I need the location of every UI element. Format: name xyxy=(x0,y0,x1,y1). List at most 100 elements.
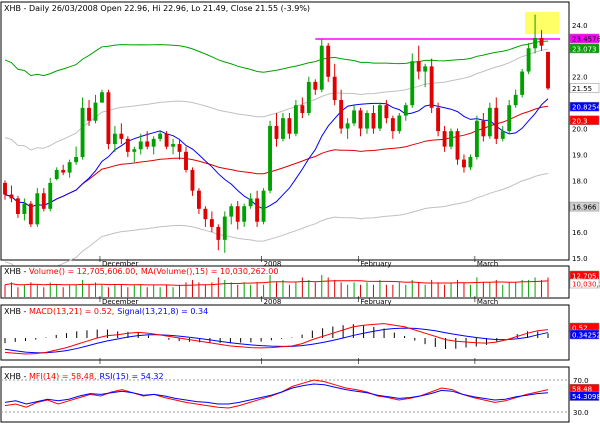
candle-body xyxy=(119,133,124,139)
candle-body xyxy=(171,144,176,147)
price-tag: 21.55 xyxy=(572,85,592,93)
mfi-layer xyxy=(1,379,569,413)
candle-body xyxy=(125,138,130,152)
candle-body xyxy=(390,118,395,132)
price-tag-box xyxy=(569,201,600,212)
candle-body xyxy=(242,206,247,222)
candle-body xyxy=(520,71,525,95)
candle-body xyxy=(358,110,363,129)
macd-layer xyxy=(4,323,549,355)
candle-body xyxy=(403,105,408,116)
candle-body xyxy=(255,198,260,222)
volume-title: XHB - Volume() = 12,705,606.00, MA(Volume… xyxy=(4,267,278,276)
candle-body xyxy=(100,92,104,103)
price-tag-box xyxy=(569,43,600,54)
candle-body xyxy=(371,112,376,129)
candle-body xyxy=(293,105,298,134)
mfi-tag: 54.3098 xyxy=(572,393,600,401)
x-axis-label: 2008 xyxy=(264,298,282,306)
candle-body xyxy=(500,131,505,139)
price-axis-label: 18.0 xyxy=(572,177,588,185)
candle-body xyxy=(300,105,305,113)
candle-body xyxy=(54,169,59,180)
price-axis-label: 16.0 xyxy=(572,229,588,237)
mfi-axis-label: 70.0 xyxy=(573,377,589,385)
macd-title: XHB - MACD(13,21) = 0.52, Signal(13,21,8)… xyxy=(4,307,208,316)
price-tag: 16.966 xyxy=(572,204,597,212)
candle-body xyxy=(151,138,156,147)
price-tag-box xyxy=(569,101,600,112)
x-axis-label: December xyxy=(102,260,138,268)
price-layer xyxy=(3,14,560,275)
candle-body xyxy=(384,105,389,119)
candle-body xyxy=(539,37,544,46)
x-axis-label: March xyxy=(477,298,498,306)
candle-body xyxy=(481,120,486,137)
macd-tag: 0.52 xyxy=(572,325,588,333)
macd-signal-line xyxy=(4,327,549,354)
candle-body xyxy=(61,169,66,173)
candle-body xyxy=(487,107,492,137)
candle-body xyxy=(365,112,369,129)
candle-body xyxy=(287,118,292,134)
candle-body xyxy=(494,107,499,139)
candle-body xyxy=(106,92,111,145)
candle-body xyxy=(3,182,7,195)
price-tag: 20.3 xyxy=(572,117,588,125)
candle-body xyxy=(9,194,14,199)
volume-panel xyxy=(0,265,570,299)
price-axis: 24.0 22.0 20.0 19.0 18.0 16.0 15.0 xyxy=(572,22,588,263)
macd-tags: 0.520.342525 xyxy=(569,322,600,340)
macd-line xyxy=(4,323,549,355)
candle-body xyxy=(261,190,266,222)
candle-body xyxy=(436,107,441,132)
price-tag: 23.4576 xyxy=(572,35,600,43)
candle-body xyxy=(196,190,201,209)
candle-body xyxy=(158,133,163,139)
resistance-highlight xyxy=(525,12,559,34)
candle-body xyxy=(397,115,402,132)
x-axis-label: February xyxy=(361,260,392,268)
volume-tags: 12,705,60610,030,262 xyxy=(569,270,600,289)
candle-body xyxy=(306,81,311,113)
long-trend-line xyxy=(4,40,549,77)
candle-body xyxy=(203,208,208,220)
volume-tag: 10,030,262 xyxy=(572,281,600,289)
x-axis-labels: December December 2008 2008 February February… xyxy=(99,256,498,364)
candle-body xyxy=(507,105,512,132)
candle-body xyxy=(377,105,382,129)
mfi-title: XHB - MFI(14) = 58.48, RSI(15) = 54.32 xyxy=(4,372,164,381)
macd-panel xyxy=(0,304,570,361)
rsi-line xyxy=(4,383,549,405)
volume-ma-line xyxy=(4,280,549,286)
candle-body xyxy=(319,45,324,90)
macd-tag-box xyxy=(569,329,600,340)
candle-body xyxy=(449,131,453,147)
candle-body xyxy=(67,162,72,173)
candle-body xyxy=(177,144,182,152)
candle-body xyxy=(468,157,473,168)
candle-body xyxy=(533,37,538,49)
candle-body xyxy=(184,151,188,170)
price-axis-label: 24.0 xyxy=(572,22,588,30)
candle-body xyxy=(145,141,150,147)
candle-body xyxy=(209,219,214,227)
candle-body xyxy=(326,45,331,77)
candle-body xyxy=(268,125,272,191)
candle-body xyxy=(28,203,33,225)
candle-body xyxy=(87,107,91,121)
price-tag-box xyxy=(569,115,600,126)
short-moving-average-line xyxy=(4,98,549,210)
mfi-tag: 58.48 xyxy=(572,386,592,394)
candle-body xyxy=(345,123,350,129)
candle-body xyxy=(22,203,27,214)
macd-tag: 0.342525 xyxy=(572,332,600,340)
candle-body xyxy=(248,198,253,207)
candle-body xyxy=(513,94,518,106)
volume-tag-box xyxy=(569,278,600,289)
candle-body xyxy=(93,102,98,121)
candle-body xyxy=(80,107,85,158)
lower-envelope-line xyxy=(4,173,549,275)
